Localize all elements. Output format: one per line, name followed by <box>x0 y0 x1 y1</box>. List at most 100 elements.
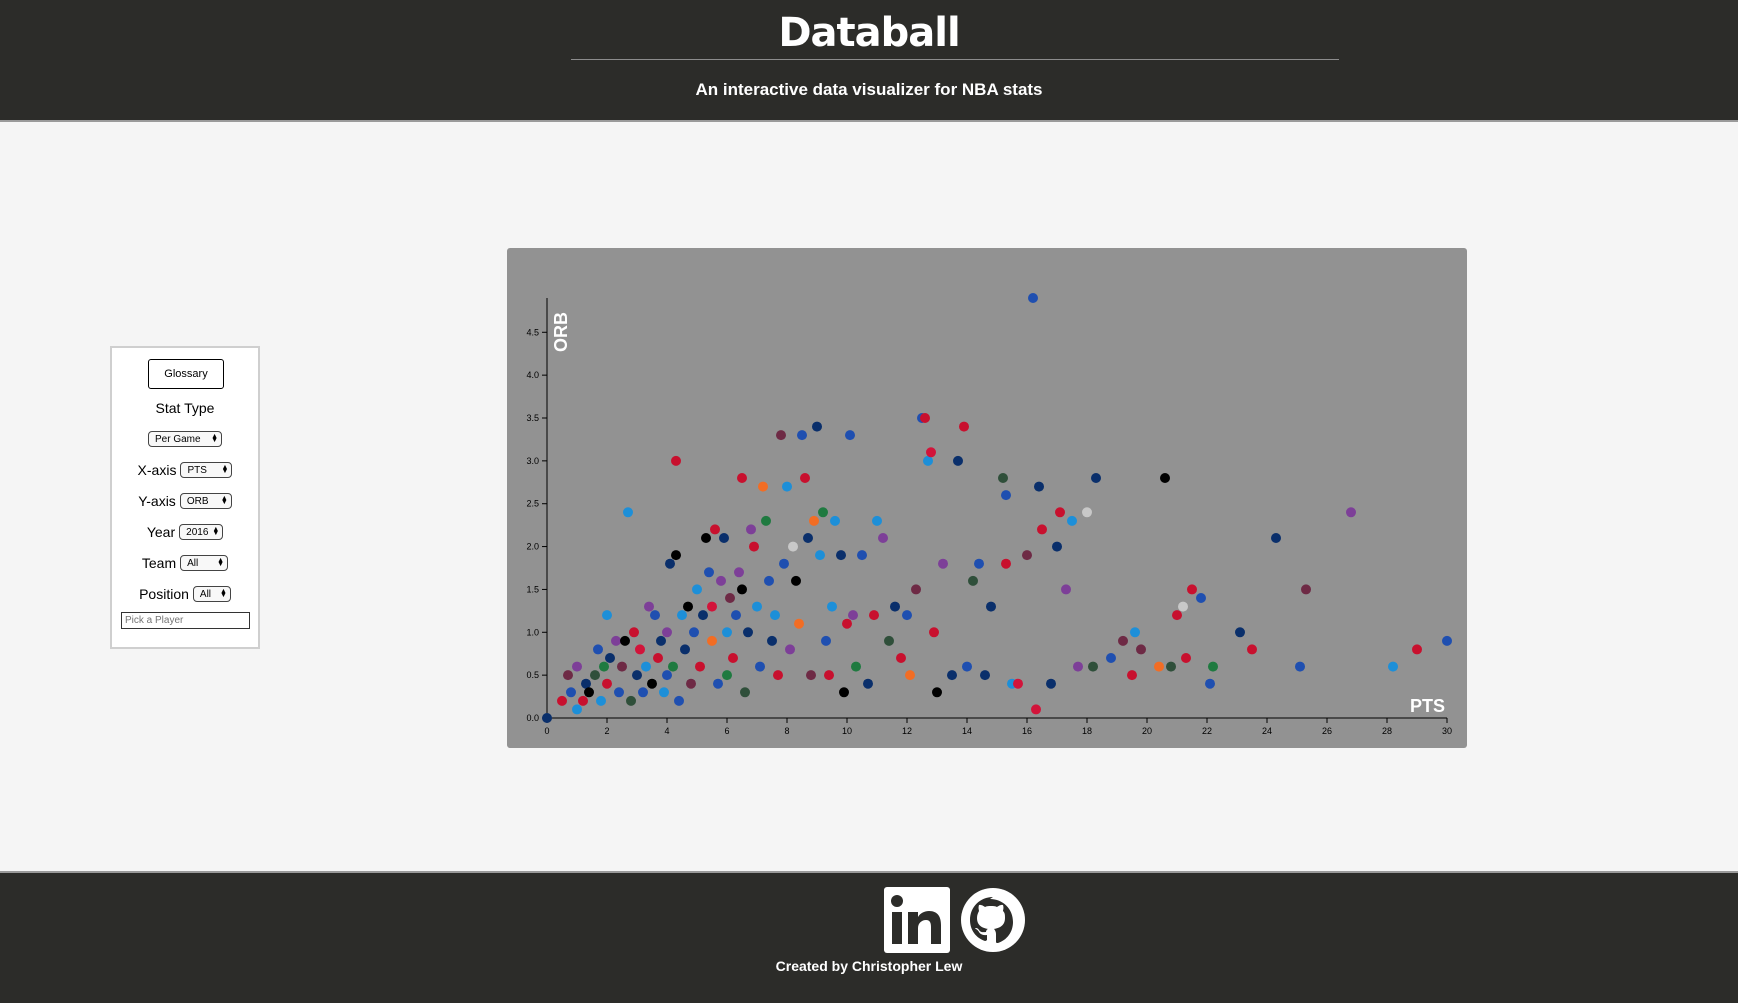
data-point <box>938 558 948 569</box>
data-point <box>863 678 873 689</box>
x-axis-select[interactable]: PTS ▲ ▼ <box>180 462 233 478</box>
data-point <box>1247 644 1257 655</box>
data-point <box>947 670 957 681</box>
data-point <box>1037 524 1047 535</box>
x-tick-label: 10 <box>842 726 852 736</box>
data-point <box>692 584 702 595</box>
data-point <box>1022 550 1032 561</box>
y-axis-select[interactable]: ORB ▲ ▼ <box>179 493 232 509</box>
data-point <box>656 635 666 646</box>
data-point <box>1082 507 1092 518</box>
data-point <box>695 661 705 672</box>
data-point <box>974 558 984 569</box>
player-search-input[interactable] <box>121 612 250 629</box>
footer-credit: Created by Christopher Lew <box>775 958 963 974</box>
data-point <box>761 515 771 526</box>
data-point <box>1346 507 1356 518</box>
x-axis-row: X-axis PTS ▲ ▼ <box>112 459 258 481</box>
data-point <box>1295 661 1305 672</box>
data-point <box>1001 490 1011 501</box>
x-tick-label: 18 <box>1082 726 1092 736</box>
data-point <box>578 695 588 706</box>
team-value: All <box>187 557 199 569</box>
data-point <box>605 653 615 663</box>
x-axis-label: X-axis <box>137 462 177 478</box>
select-arrows-icon: ▲ ▼ <box>220 495 228 506</box>
site-title: Databall <box>778 10 960 56</box>
data-point <box>611 635 621 646</box>
data-point <box>839 687 849 698</box>
site-footer: Created by Christopher Lew <box>0 871 1738 1003</box>
team-row: Team All ▲ ▼ <box>112 552 258 574</box>
data-point <box>683 601 693 612</box>
x-tick-label: 26 <box>1322 726 1332 736</box>
data-point <box>665 558 675 569</box>
data-point <box>929 627 939 638</box>
y-tick-label: 2.0 <box>526 542 539 552</box>
data-point <box>1067 515 1077 526</box>
data-point <box>599 661 609 672</box>
year-select[interactable]: 2016 ▲ ▼ <box>179 524 224 540</box>
data-point <box>653 653 663 663</box>
data-point <box>812 421 822 432</box>
data-point <box>959 421 969 432</box>
data-point <box>923 455 933 466</box>
data-point <box>857 550 867 561</box>
data-point <box>566 687 576 698</box>
data-point <box>572 661 582 672</box>
stat-type-select[interactable]: Per Game ▲ ▼ <box>148 431 222 447</box>
position-label: Position <box>139 586 189 602</box>
x-tick-label: 20 <box>1142 726 1152 736</box>
data-point <box>743 627 753 638</box>
select-arrows-icon: ▲ ▼ <box>219 588 227 599</box>
data-point <box>740 687 750 698</box>
data-point <box>1046 678 1056 689</box>
x-tick-label: 2 <box>604 726 609 736</box>
data-point <box>803 533 813 543</box>
data-point <box>572 704 582 715</box>
x-tick-label: 8 <box>784 726 789 736</box>
github-icon[interactable] <box>960 887 1026 953</box>
y-tick-label: 1.0 <box>526 627 539 637</box>
data-point <box>815 550 825 561</box>
data-point <box>659 687 669 698</box>
y-axis-row: Y-axis ORB ▲ ▼ <box>112 490 258 512</box>
x-tick-label: 6 <box>724 726 729 736</box>
data-point <box>752 601 762 612</box>
data-point <box>911 584 921 595</box>
stat-type-value: Per Game <box>155 433 201 445</box>
y-axis-value: ORB <box>186 495 209 507</box>
data-point <box>1208 661 1218 672</box>
data-point <box>821 635 831 646</box>
position-value: All <box>199 588 212 600</box>
linkedin-icon[interactable] <box>884 887 952 953</box>
data-point <box>602 678 612 689</box>
data-point <box>593 644 603 655</box>
y-tick-label: 3.5 <box>526 413 539 423</box>
data-point <box>1178 601 1188 612</box>
data-point <box>1001 558 1011 569</box>
data-point <box>716 575 726 586</box>
team-label: Team <box>141 555 177 571</box>
y-tick-label: 2.5 <box>526 499 539 509</box>
data-point <box>671 455 681 466</box>
glossary-button[interactable]: Glossary <box>148 359 224 389</box>
data-point <box>998 473 1008 483</box>
data-point <box>818 507 828 518</box>
data-point <box>674 695 684 706</box>
data-point <box>680 644 690 655</box>
data-point <box>1187 584 1197 595</box>
data-point <box>629 627 639 638</box>
data-point <box>563 670 573 681</box>
data-point <box>782 481 792 492</box>
data-point <box>581 678 591 689</box>
position-select[interactable]: All ▲ ▼ <box>192 586 231 602</box>
data-point <box>809 515 819 526</box>
data-point <box>1442 635 1452 646</box>
y-tick-label: 4.0 <box>526 370 539 380</box>
y-tick-label: 0.0 <box>526 713 539 723</box>
stat-type-row: Per Game ▲ ▼ <box>112 428 258 450</box>
select-arrows-icon: ▲ ▼ <box>217 557 225 568</box>
data-point <box>746 524 756 535</box>
team-select[interactable]: All ▲ ▼ <box>180 555 229 571</box>
